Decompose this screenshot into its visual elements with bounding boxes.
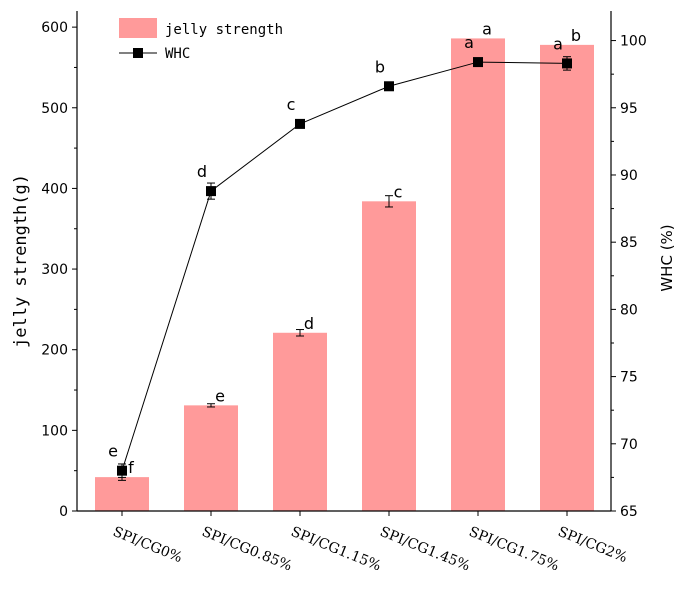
bar-significance-label: f: [128, 458, 134, 477]
y2-tick-label: 65: [620, 504, 638, 520]
x-tick-label: SPI/CG1.15%: [289, 524, 384, 575]
y-tick-label: 200: [41, 343, 68, 359]
legend-label-whc: WHC: [165, 46, 190, 62]
legend-label-jelly-strength: jelly strength: [165, 22, 283, 38]
whc-significance-label: c: [287, 95, 296, 114]
bar-significance-label: b: [571, 26, 581, 45]
x-tick-label: SPI/CG1.75%: [467, 524, 562, 575]
bar: [540, 44, 594, 511]
bar: [95, 477, 149, 511]
whc-point: [384, 81, 394, 92]
whc-significance-label: e: [108, 442, 118, 461]
whc-significance-label: a: [553, 34, 563, 53]
bar: [362, 201, 416, 512]
bar-significance-label: c: [394, 182, 403, 201]
y-tick-label: 500: [41, 101, 68, 117]
y2-tick-label: 80: [620, 302, 638, 318]
y-tick-label: 100: [41, 423, 68, 439]
y2-tick-label: 95: [620, 101, 638, 117]
bar: [184, 405, 238, 511]
y2-tick-label: 70: [620, 437, 638, 453]
x-tick-label: SPI/CG1.45%: [378, 524, 473, 575]
whc-significance-label: d: [197, 162, 207, 181]
legend-bar-swatch: [119, 18, 157, 38]
whc-point: [206, 186, 216, 197]
legend: jelly strength WHC: [119, 18, 283, 62]
bar: [451, 38, 505, 512]
line-layer: e d c b a a: [108, 33, 572, 478]
y-tick-label: 600: [41, 20, 68, 36]
x-tick-label: SPI/CG0%: [111, 524, 185, 566]
y2-tick-label: 85: [620, 235, 638, 251]
y-tick-label: 300: [41, 262, 68, 278]
legend-marker-swatch: [133, 48, 143, 58]
bar: [273, 332, 327, 511]
x-tick-label: SPI/CG0.85%: [200, 524, 295, 575]
y-tick-label: 0: [59, 504, 68, 520]
y-tick-label: 400: [41, 181, 68, 197]
whc-point: [295, 118, 305, 129]
y-axis-title: jelly strength(g): [11, 174, 31, 348]
whc-point: [562, 58, 572, 69]
y2-tick-label: 90: [620, 168, 638, 184]
whc-point: [117, 465, 127, 476]
x-tick-label: SPI/CG2%: [556, 524, 630, 566]
whc-point: [473, 57, 483, 68]
bar-significance-label: e: [215, 386, 225, 405]
y2-tick-label: 100: [620, 34, 647, 50]
y2-axis-title: WHC (%): [658, 224, 676, 291]
bar-significance-label: a: [482, 19, 492, 38]
y2-tick-label: 75: [620, 370, 638, 386]
bar-significance-label: d: [304, 314, 314, 333]
whc-significance-label: a: [464, 33, 474, 52]
whc-line: [121, 61, 568, 471]
whc-significance-label: b: [375, 57, 385, 76]
